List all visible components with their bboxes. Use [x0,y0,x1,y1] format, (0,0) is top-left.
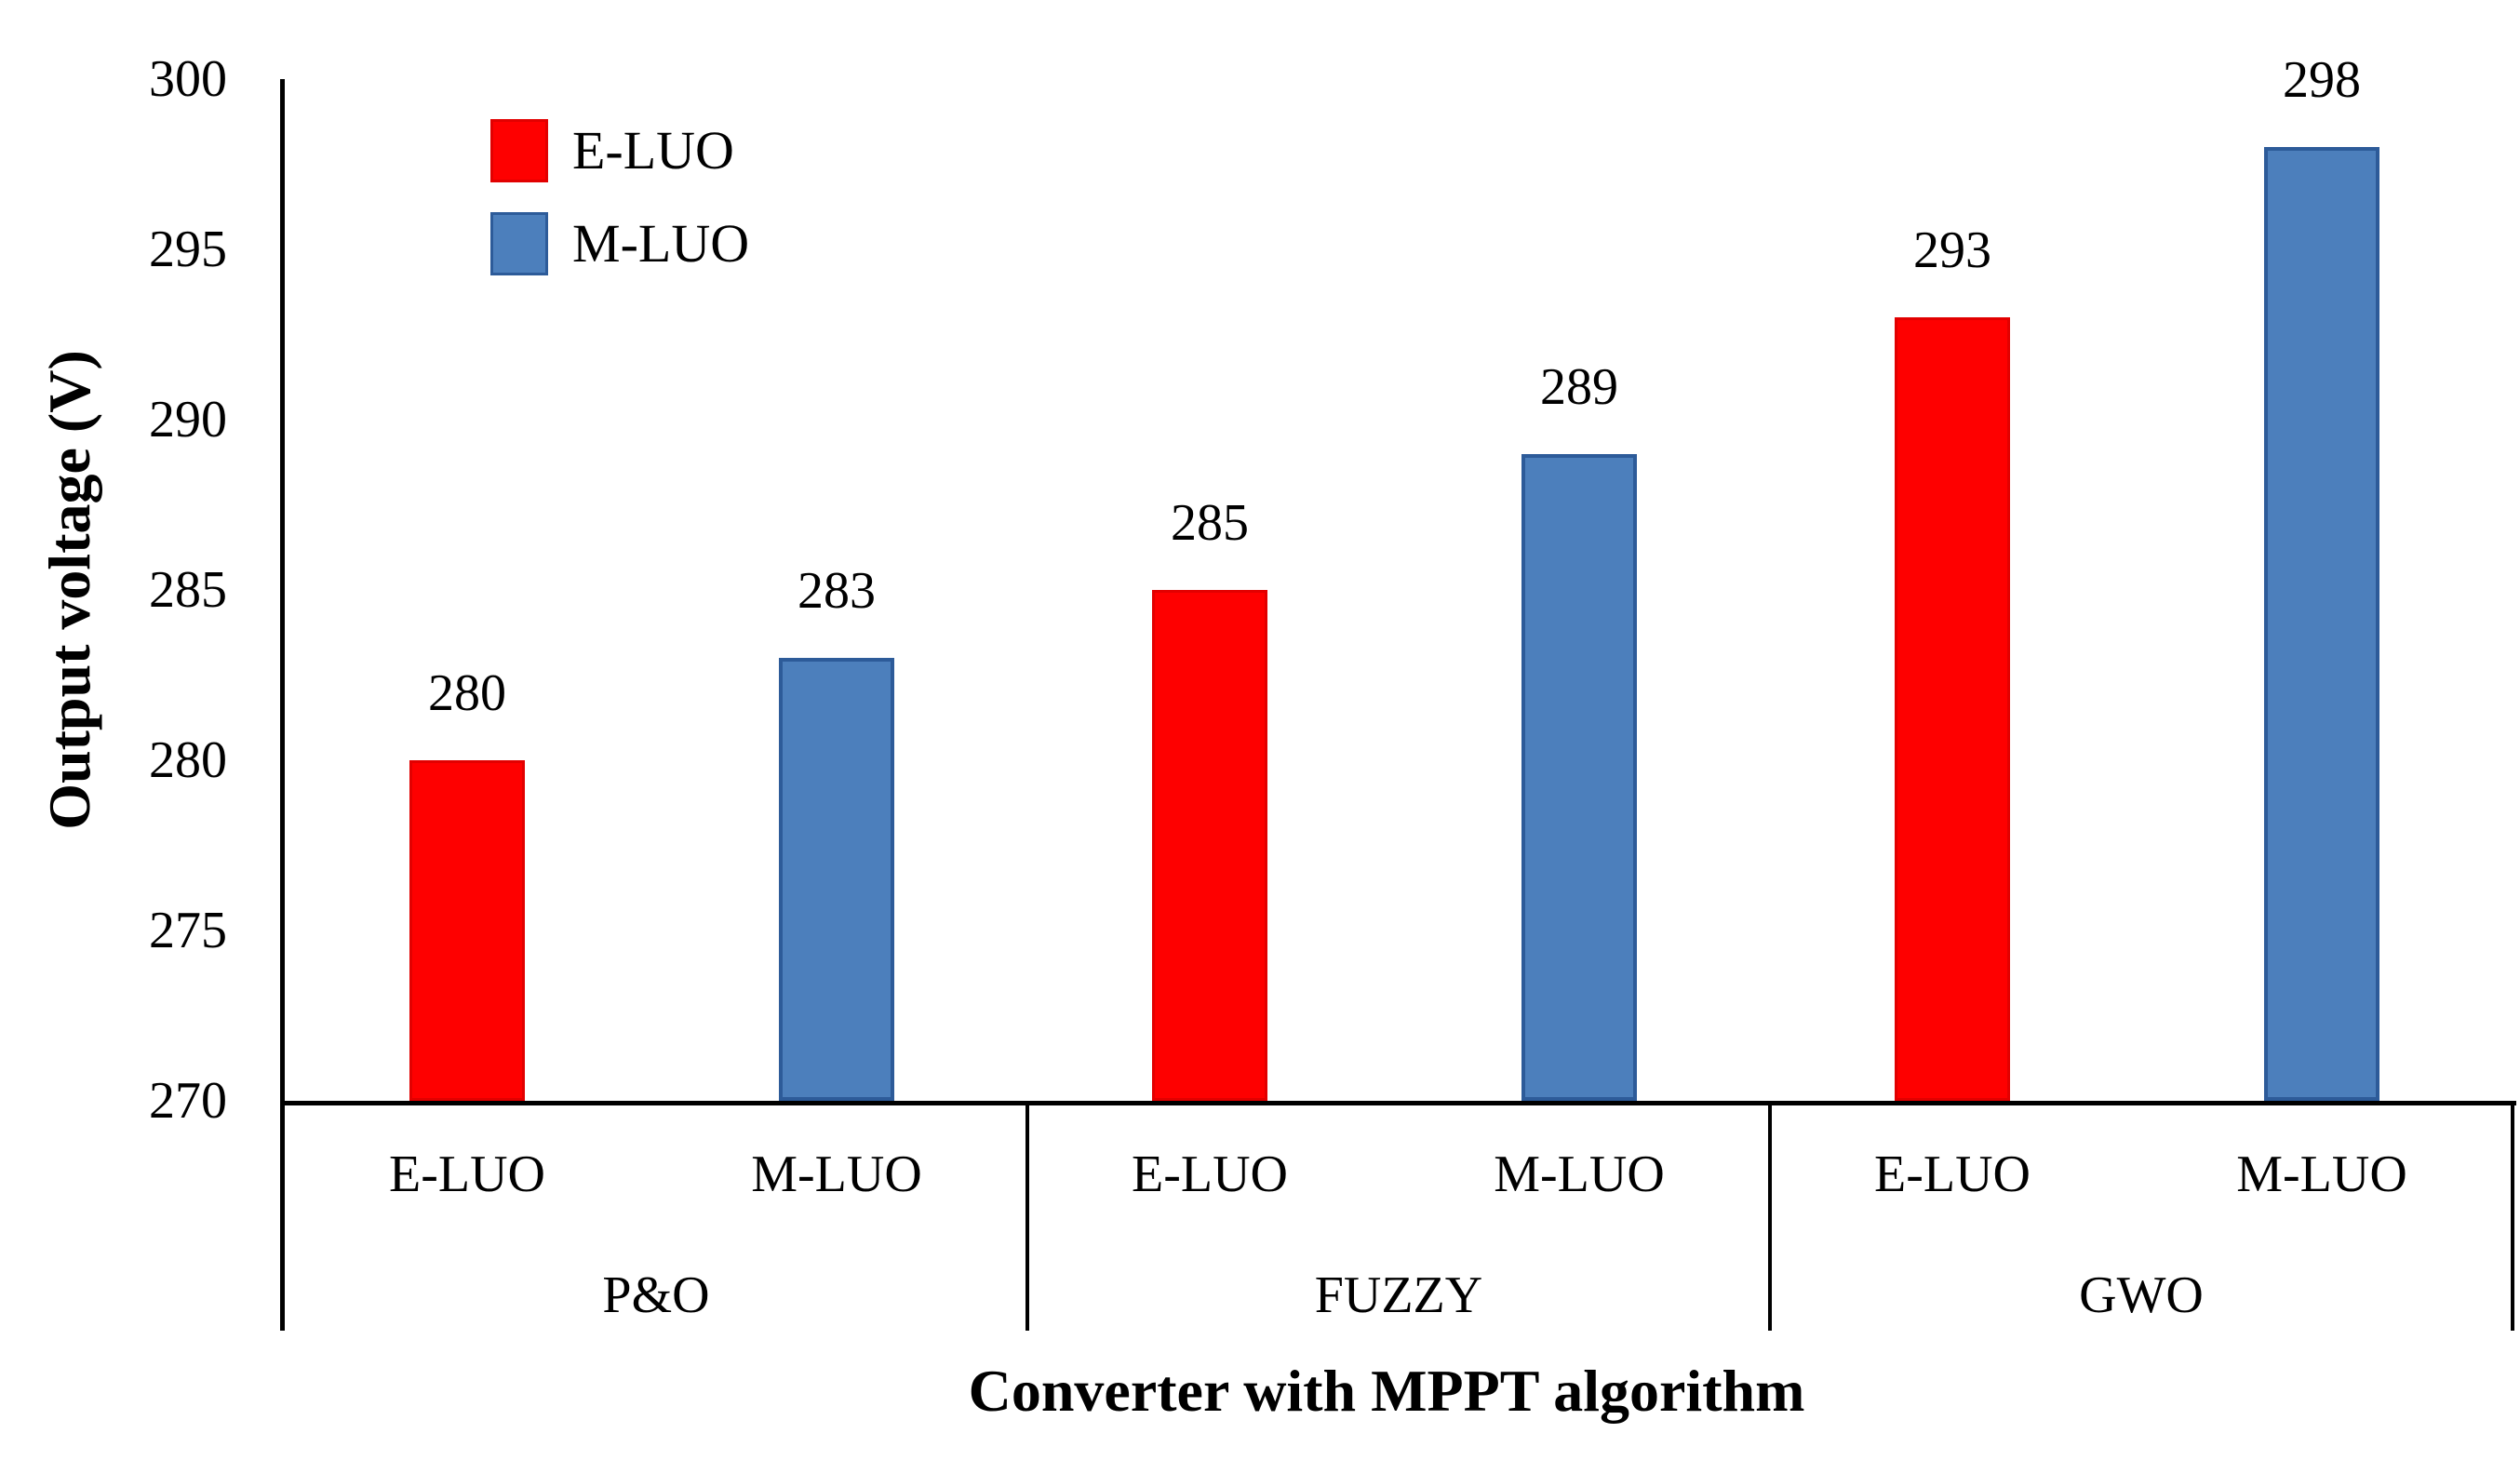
bar-gwo-e-luo [1895,317,2010,1101]
bar-p-o-m-luo [779,658,894,1101]
x-axis-line [280,1101,2516,1105]
bar-value-gwo-e-luo: 293 [1913,221,1991,279]
y-tick-label-280: 280 [149,731,227,789]
bar-value-gwo-m-luo: 298 [2283,51,2361,109]
bar-value-p-o-e-luo: 280 [428,664,506,722]
y-tick-label-300: 300 [149,50,227,108]
x-axis-title: Converter with MPPT algorithm [968,1358,1805,1424]
legend-swatch-m-luo [490,212,548,275]
bar-value-p-o-m-luo: 283 [798,562,876,620]
category-divider-1 [1025,1101,1029,1331]
bar-p-o-e-luo [409,760,525,1101]
bar-value-fuzzy-m-luo: 289 [1540,358,1618,416]
bar-fuzzy-m-luo [1521,454,1637,1101]
y-tick-label-285: 285 [149,561,227,619]
legend-label-m-luo: M-LUO [572,213,750,274]
bar-value-fuzzy-e-luo: 285 [1171,494,1249,552]
bar-sublabel-p-o-e-luo: E-LUO [389,1145,545,1203]
bar-sublabel-gwo-e-luo: E-LUO [1874,1145,2031,1203]
legend: E-LUO M-LUO [490,119,749,305]
legend-item-e-luo: E-LUO [490,119,749,182]
group-label-fuzzy: FUZZY [1314,1266,1483,1324]
bar-gwo-m-luo [2264,147,2379,1101]
bar-sublabel-p-o-m-luo: M-LUO [751,1145,922,1203]
y-tick-label-275: 275 [149,902,227,959]
bar-sublabel-fuzzy-m-luo: M-LUO [1494,1145,1665,1203]
bar-sublabel-gwo-m-luo: M-LUO [2236,1145,2407,1203]
group-label-p-o: P&O [602,1266,710,1324]
y-tick-label-290: 290 [149,391,227,449]
legend-label-e-luo: E-LUO [572,120,734,181]
y-tick-label-270: 270 [149,1072,227,1130]
category-divider-3 [2511,1101,2514,1331]
legend-item-m-luo: M-LUO [490,212,749,275]
legend-swatch-e-luo [490,119,548,182]
bar-fuzzy-e-luo [1152,590,1267,1101]
y-tick-label-295: 295 [149,221,227,278]
group-label-gwo: GWO [2079,1266,2204,1324]
y-axis-line [280,79,285,1331]
bar-sublabel-fuzzy-e-luo: E-LUO [1132,1145,1288,1203]
category-divider-2 [1768,1101,1772,1331]
